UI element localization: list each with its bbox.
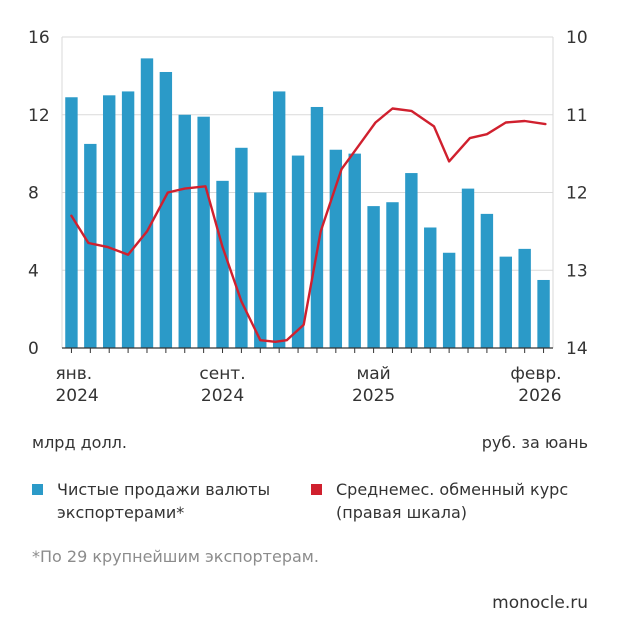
exchange-rate-line: [70, 107, 547, 343]
bar-series: [65, 58, 550, 349]
legend-line-line1: Среднемес. обменный курс: [336, 480, 569, 499]
bar: [65, 97, 78, 348]
bar: [480, 213, 494, 348]
bar: [103, 95, 116, 348]
bar: [121, 91, 135, 349]
bar: [84, 143, 97, 348]
bar: [518, 248, 531, 348]
legend-swatch-line: [311, 484, 322, 495]
bar: [348, 153, 361, 348]
bar: [178, 114, 191, 348]
bar: [386, 202, 399, 348]
legend-line-line2: (правая шкала): [336, 503, 467, 522]
source-credit: monocle.ru: [492, 593, 588, 613]
left-tick-label: 12: [28, 106, 50, 126]
legend-item-bars: Чистые продажи валюты экспортерами*: [32, 478, 270, 524]
x-tick-label: сент.: [199, 364, 245, 384]
bar: [216, 180, 229, 348]
bar: [272, 91, 286, 349]
bar: [254, 192, 267, 348]
bar: [310, 106, 324, 348]
line-series: [70, 107, 547, 343]
x-tick-label: февр.: [510, 364, 561, 384]
bar: [442, 252, 456, 348]
left-tick-label: 0: [28, 339, 39, 359]
right-tick-label: 13: [566, 261, 588, 281]
bar: [424, 227, 437, 348]
x-tick-label-year: 2024: [201, 386, 244, 406]
bar: [499, 256, 512, 348]
x-tick-label-year: 2025: [352, 386, 395, 406]
bar: [405, 173, 418, 348]
x-tick-label-year: 2026: [518, 386, 561, 406]
bar: [291, 155, 305, 348]
bar: [140, 58, 154, 348]
bar: [461, 188, 475, 348]
right-tick-label: 14: [566, 339, 588, 359]
right-tick-label: 11: [566, 106, 588, 126]
legend-item-line: Среднемес. обменный курс (правая шкала): [311, 478, 568, 524]
bar: [235, 147, 248, 348]
axes: [62, 347, 553, 353]
bar: [537, 279, 550, 348]
right-tick-label: 10: [566, 28, 588, 48]
bar: [329, 149, 343, 348]
x-tick-label: май: [356, 364, 390, 384]
left-tick-label: 8: [28, 184, 39, 204]
bar: [367, 206, 380, 348]
left-tick-label: 4: [28, 261, 39, 281]
x-tick-label-year: 2024: [55, 386, 98, 406]
legend-bars-line1: Чистые продажи валюты: [57, 480, 271, 499]
legend-swatch-bars: [32, 484, 43, 495]
x-tick-label: янв.: [55, 364, 92, 384]
left-tick-label: 16: [28, 28, 50, 48]
right-axis-ticks: 10 11 12 13 14: [566, 28, 588, 359]
bar: [159, 71, 173, 349]
bar: [197, 116, 210, 348]
legend-bars-line2: экспортерами*: [57, 503, 185, 522]
left-axis-ticks: 0 4 8 12 16: [28, 28, 50, 359]
right-tick-label: 12: [566, 184, 588, 204]
footnote: *По 29 крупнейшим экспортерам.: [32, 547, 319, 566]
right-axis-unit: руб. за юань: [481, 433, 588, 452]
left-axis-unit: млрд долл.: [32, 433, 127, 452]
